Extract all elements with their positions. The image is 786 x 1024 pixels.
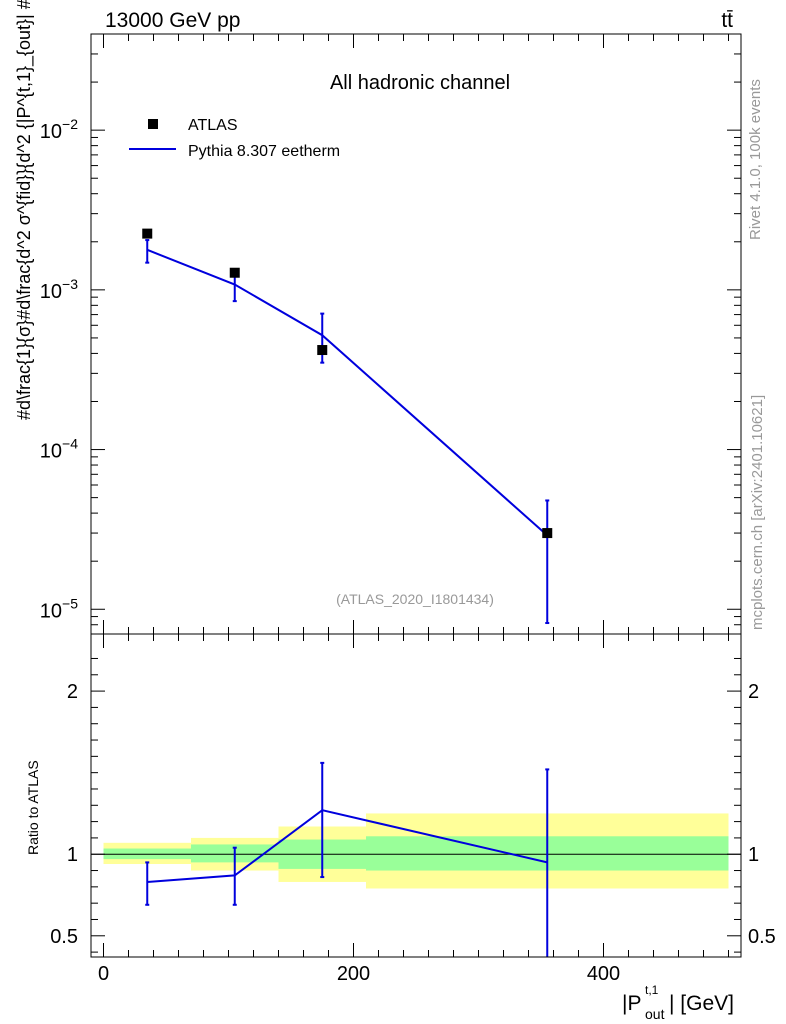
- atlas-point: [229, 267, 240, 278]
- atlas-point: [542, 528, 553, 539]
- analysis-tag: (ATLAS_2020_I1801434): [336, 591, 494, 607]
- x-axis-label-sup: t,1: [645, 983, 659, 997]
- header-energy: 13000 GeV pp: [105, 9, 240, 32]
- y-tick-label: 10−3: [40, 276, 78, 303]
- mcplots-label: mcplots.cern.ch [arXiv:2401.10621]: [749, 395, 766, 630]
- x-axis-label-sub: out: [645, 1006, 665, 1022]
- ratio-y-axis-label: Ratio to ATLAS: [25, 760, 41, 855]
- ratio-pythia-line: [147, 809, 548, 883]
- atlas-point: [317, 345, 328, 356]
- ratio-frame: [90, 633, 742, 958]
- x-tick-label: 200: [337, 963, 370, 985]
- ratio-y-tick-label: 1: [67, 844, 78, 866]
- header-process: tt̄: [721, 9, 733, 32]
- legend: ATLAS Pythia 8.307 eetherm: [129, 117, 340, 160]
- y-tick-label: 10−5: [40, 595, 78, 622]
- y-tick-label: 10−2: [40, 116, 78, 143]
- rivet-label: Rivet 4.1.0, 100k events: [747, 79, 764, 240]
- ratio-y-tick-label: 0.5: [50, 926, 78, 948]
- y-tick-label: 10−4: [40, 436, 78, 463]
- main-y-axis-label-text: #d\frac{1}{σ}#d\frac{d^2 σ^{fid}}{d^2 {|…: [14, 0, 35, 420]
- chart-title: All hadronic channel: [330, 72, 510, 94]
- ratio-y-tick-label-right: 2: [748, 681, 759, 703]
- pythia-line: [146, 248, 548, 537]
- x-tick-label: 400: [587, 963, 620, 985]
- legend-label-pythia: Pythia 8.307 eetherm: [188, 143, 340, 160]
- ratio-panel: 0.5 0.5 1 1 2 2 0 200 400: [50, 633, 776, 985]
- main-y-axis-label: #d\frac{1}{σ}#d\frac{d^2 σ^{fid}}{d^2 {|…: [14, 0, 35, 420]
- atlas-point: [142, 228, 153, 239]
- main-panel: 10−5 10−4 10−3 10−2 All hadronic channel (A…: [40, 33, 742, 635]
- ratio-y-tick-label: 2: [67, 681, 78, 703]
- legend-label-atlas: ATLAS: [188, 117, 238, 134]
- x-axis-label-main: |P: [622, 992, 641, 1015]
- x-axis-label-unit: | [GeV]: [669, 992, 734, 1015]
- x-axis-label: |P t,1 out | [GeV]: [622, 983, 734, 1022]
- ratio-y-tick-label-right: 0.5: [748, 926, 776, 948]
- legend-marker-atlas: [148, 119, 158, 129]
- ratio-y-tick-label-right: 1: [748, 844, 759, 866]
- x-tick-label: 0: [98, 963, 109, 985]
